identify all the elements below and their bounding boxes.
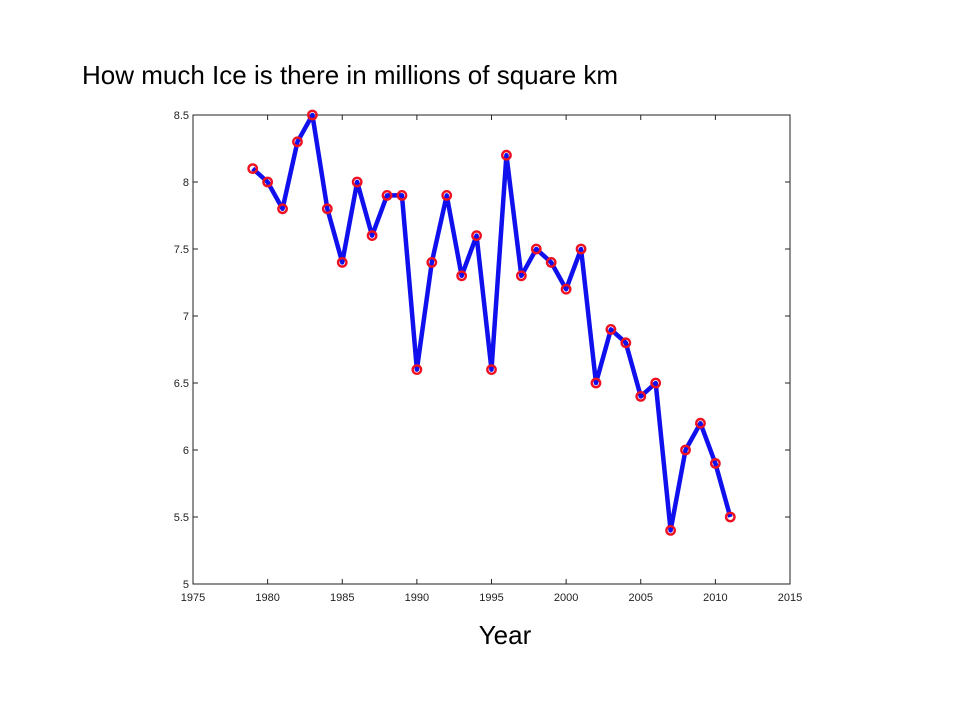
data-point bbox=[411, 364, 423, 375]
x-tick-label: 2010 bbox=[703, 592, 727, 604]
data-point bbox=[486, 364, 497, 375]
y-tick-label: 6 bbox=[183, 445, 189, 457]
y-tick-label: 7.5 bbox=[174, 244, 189, 256]
data-point bbox=[650, 377, 662, 389]
data-point bbox=[590, 377, 602, 389]
data-point bbox=[620, 337, 632, 349]
data-point bbox=[709, 457, 721, 469]
data-point bbox=[351, 176, 363, 188]
data-point bbox=[366, 230, 378, 242]
data-point bbox=[306, 109, 318, 121]
data-point bbox=[501, 149, 512, 161]
data-point bbox=[247, 163, 259, 175]
x-tick-label: 2015 bbox=[778, 592, 802, 604]
data-point bbox=[456, 270, 468, 282]
x-axis-label: Year bbox=[479, 620, 532, 650]
data-point bbox=[515, 270, 527, 282]
data-markers bbox=[247, 109, 736, 536]
x-tick-label: 1990 bbox=[405, 592, 429, 604]
data-point bbox=[292, 136, 303, 148]
data-point bbox=[277, 203, 288, 215]
data-point bbox=[381, 189, 393, 201]
data-point bbox=[680, 444, 691, 456]
data-point bbox=[530, 243, 542, 255]
y-tick-label: 5 bbox=[183, 579, 189, 591]
y-tick-label: 7 bbox=[183, 311, 189, 323]
y-tick-label: 6.5 bbox=[174, 378, 189, 390]
x-tick-label: 1980 bbox=[255, 592, 279, 604]
data-point bbox=[695, 417, 706, 429]
data-point bbox=[635, 390, 647, 402]
data-point bbox=[665, 525, 676, 536]
data-point bbox=[426, 256, 438, 268]
data-point bbox=[471, 230, 482, 242]
y-tick-label: 8.5 bbox=[174, 110, 189, 122]
data-point bbox=[545, 256, 557, 268]
series-line bbox=[251, 112, 733, 533]
y-tick-label: 8 bbox=[183, 177, 189, 189]
data-point bbox=[336, 256, 348, 268]
axis-ticks: 1975 1980 1985 1990 1995 2000 2005 2010 2015 5 5.5… bbox=[174, 110, 803, 604]
y-tick-label: 5.5 bbox=[174, 512, 189, 524]
x-tick-label: 1985 bbox=[330, 592, 354, 604]
x-tick-label: 1995 bbox=[479, 592, 503, 604]
data-point bbox=[441, 189, 453, 201]
x-tick-label: 2000 bbox=[554, 592, 578, 604]
data-point bbox=[262, 176, 274, 188]
data-point bbox=[575, 243, 587, 255]
data-point bbox=[321, 203, 333, 215]
x-tick-label: 2005 bbox=[629, 592, 653, 604]
data-point bbox=[560, 283, 572, 295]
chart-title: How much Ice is there in millions of squ… bbox=[82, 60, 618, 90]
data-point bbox=[724, 511, 736, 523]
x-tick-label: 1975 bbox=[181, 592, 205, 604]
data-point bbox=[396, 189, 408, 201]
data-point bbox=[605, 323, 617, 335]
